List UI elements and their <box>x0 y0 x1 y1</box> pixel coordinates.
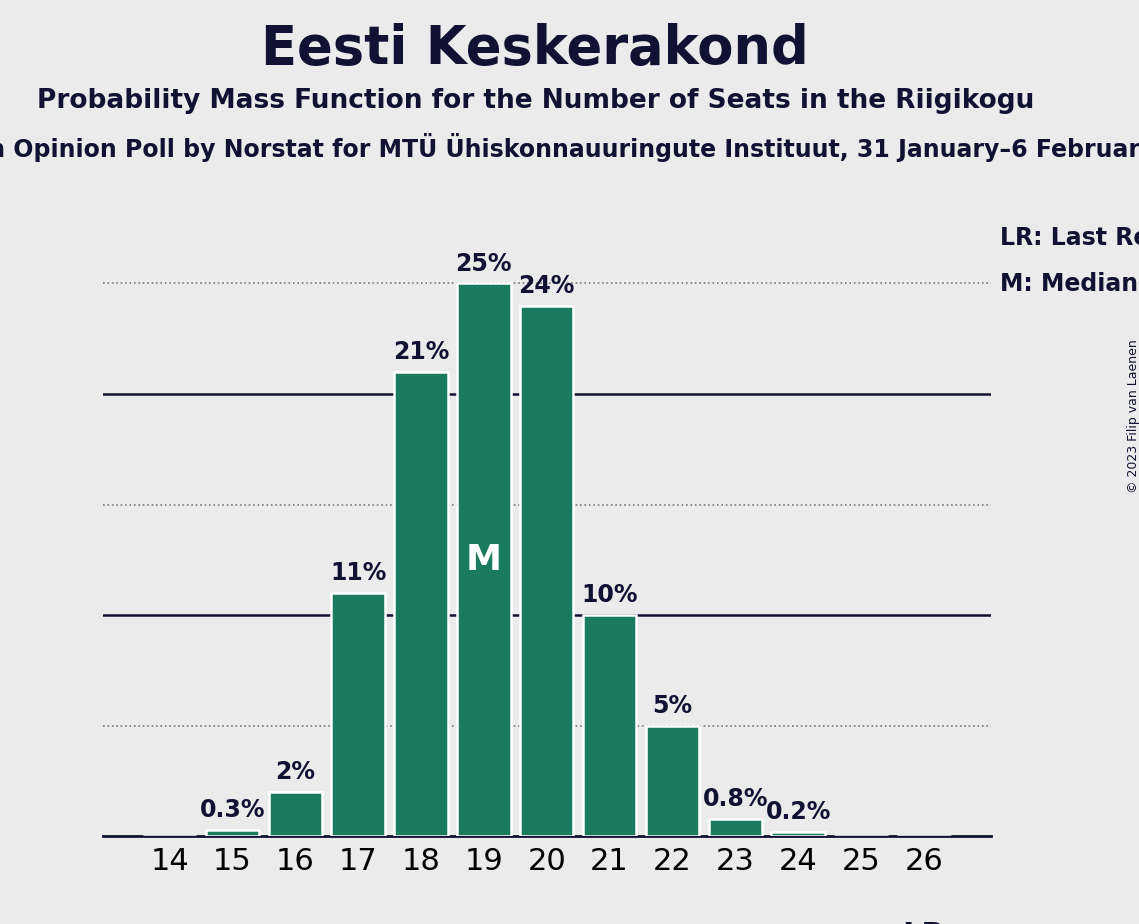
Text: 25%: 25% <box>456 251 513 275</box>
Bar <box>269 792 322 836</box>
Text: LR: Last Result: LR: Last Result <box>1000 226 1139 250</box>
Bar <box>708 819 762 836</box>
Text: 11%: 11% <box>330 561 386 585</box>
Text: M: M <box>466 542 502 577</box>
Text: 5%: 5% <box>653 694 693 718</box>
Text: LR: LR <box>902 921 945 924</box>
Bar <box>521 306 573 836</box>
Text: 24%: 24% <box>518 274 575 298</box>
Text: 10%: 10% <box>581 583 638 607</box>
Text: 0.3%: 0.3% <box>199 797 265 821</box>
Bar <box>583 615 637 836</box>
Bar <box>394 371 448 836</box>
Text: 2%: 2% <box>276 760 316 784</box>
Text: 21%: 21% <box>393 340 449 364</box>
Text: on an Opinion Poll by Norstat for MTÜ Ühiskonnauuringute Instituut, 31 January–6: on an Opinion Poll by Norstat for MTÜ Üh… <box>0 133 1139 162</box>
Text: 0.2%: 0.2% <box>765 800 830 824</box>
Text: Eesti Keskerakond: Eesti Keskerakond <box>262 23 809 75</box>
Bar <box>206 830 260 836</box>
Text: M: Median: M: Median <box>1000 273 1138 297</box>
Text: © 2023 Filip van Laenen: © 2023 Filip van Laenen <box>1126 339 1139 492</box>
Bar <box>646 725 699 836</box>
Bar <box>331 593 385 836</box>
Bar <box>771 832 825 836</box>
Text: Probability Mass Function for the Number of Seats in the Riigikogu: Probability Mass Function for the Number… <box>36 88 1034 114</box>
Bar <box>457 284 510 836</box>
Text: 0.8%: 0.8% <box>703 787 768 810</box>
